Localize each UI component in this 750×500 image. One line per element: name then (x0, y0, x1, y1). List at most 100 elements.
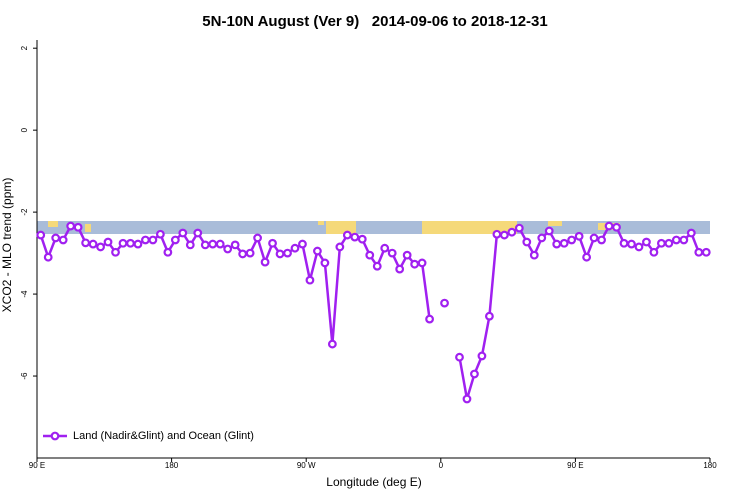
data-point (701, 247, 711, 257)
data-point (313, 246, 322, 256)
data-point (642, 237, 651, 247)
data-point (372, 261, 382, 271)
data-point (298, 239, 307, 249)
data-point (574, 231, 584, 241)
x-tick-label: 180 (703, 461, 717, 470)
data-point (462, 394, 472, 404)
data-point (43, 252, 53, 262)
data-point (81, 238, 91, 248)
data-point (275, 249, 285, 259)
data-point (215, 239, 225, 249)
data-point (410, 259, 420, 269)
data-point (163, 247, 173, 257)
data-point (455, 352, 464, 362)
x-tick-label: 90 E (567, 461, 583, 470)
data-point (529, 250, 539, 260)
y-tick-label: -2 (20, 208, 29, 216)
land-patch (326, 221, 356, 234)
y-tick-label: 0 (20, 127, 29, 132)
x-tick-label: 90 W (297, 461, 316, 470)
land-patch (48, 221, 58, 227)
data-point (126, 238, 135, 248)
data-point (51, 233, 61, 243)
data-point (327, 339, 337, 349)
data-point (589, 233, 599, 243)
data-point (88, 239, 98, 249)
data-point (230, 240, 240, 250)
data-point (208, 239, 218, 249)
data-point (514, 223, 524, 233)
data-point (357, 234, 367, 244)
land-patch (318, 221, 324, 225)
x-axis-label: Longitude (deg E) (326, 475, 421, 489)
land-patch (422, 221, 517, 234)
data-point (402, 250, 412, 260)
data-point (305, 275, 315, 285)
data-point (118, 238, 128, 248)
data-point (290, 243, 300, 253)
data-point (649, 247, 659, 257)
data-point (245, 248, 255, 258)
data-point (193, 228, 203, 238)
data-point (582, 252, 592, 262)
data-point (544, 226, 554, 236)
data-point (559, 238, 569, 248)
data-point (170, 235, 180, 245)
data-point (492, 229, 502, 239)
data-point (103, 237, 113, 247)
series-line (39, 224, 707, 400)
data-point (627, 239, 636, 249)
data-point (417, 258, 427, 268)
ocean-strip (37, 221, 710, 234)
data-point (597, 235, 606, 245)
data-point (686, 228, 696, 238)
data-point (365, 250, 375, 260)
data-point (679, 235, 689, 245)
y-tick-label: 2 (20, 45, 29, 50)
data-point (537, 233, 547, 243)
data-point (133, 239, 143, 249)
data-point (200, 240, 210, 250)
data-point (320, 258, 330, 268)
data-point (155, 229, 165, 239)
data-point (664, 238, 674, 248)
data-point (507, 227, 517, 237)
x-tick-label: 0 (439, 461, 444, 470)
y-tick-label: -4 (20, 290, 29, 298)
data-point (425, 314, 434, 324)
data-point (148, 235, 158, 245)
data-point (552, 239, 562, 249)
data-point (73, 222, 83, 232)
data-point (260, 257, 270, 267)
data-point (350, 232, 360, 242)
legend-marker (50, 431, 60, 441)
data-point (485, 311, 494, 321)
data-point (522, 237, 532, 247)
data-point (66, 221, 76, 231)
data-point (477, 351, 487, 361)
data-point (342, 230, 352, 240)
y-tick-label: -6 (20, 372, 29, 380)
data-point (185, 240, 195, 250)
data-point (253, 233, 262, 243)
data-point (111, 247, 120, 257)
data-point (58, 235, 68, 245)
data-point (656, 238, 666, 248)
data-point (283, 248, 292, 258)
chart-title: 5N-10N August (Ver 9) 2014-09-06 to 2018… (202, 13, 547, 30)
data-point (36, 230, 46, 240)
data-point (335, 242, 345, 252)
data-point (567, 235, 577, 245)
y-axis-label: XCO2 - MLO trend (ppm) (0, 178, 14, 313)
data-point (141, 235, 150, 245)
data-point (634, 242, 644, 252)
data-point (440, 298, 449, 308)
data-point (499, 230, 509, 240)
data-point (96, 242, 105, 252)
data-point (612, 222, 621, 232)
data-point (268, 238, 277, 248)
data-point (178, 228, 188, 238)
data-point (671, 235, 681, 245)
data-point (604, 221, 614, 231)
